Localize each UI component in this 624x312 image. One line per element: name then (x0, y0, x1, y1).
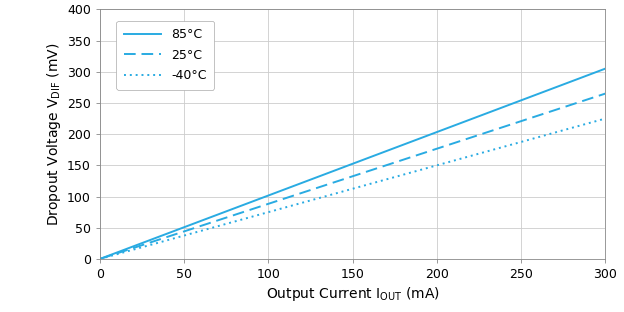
Legend: 85°C, 25°C, -40°C: 85°C, 25°C, -40°C (116, 21, 214, 90)
X-axis label: Output Current $\mathregular{I_{OUT}}$ (mA): Output Current $\mathregular{I_{OUT}}$ (… (266, 285, 439, 303)
Y-axis label: Dropout Voltage $\mathregular{V_{DIF}}$ (mV): Dropout Voltage $\mathregular{V_{DIF}}$ … (45, 42, 63, 226)
